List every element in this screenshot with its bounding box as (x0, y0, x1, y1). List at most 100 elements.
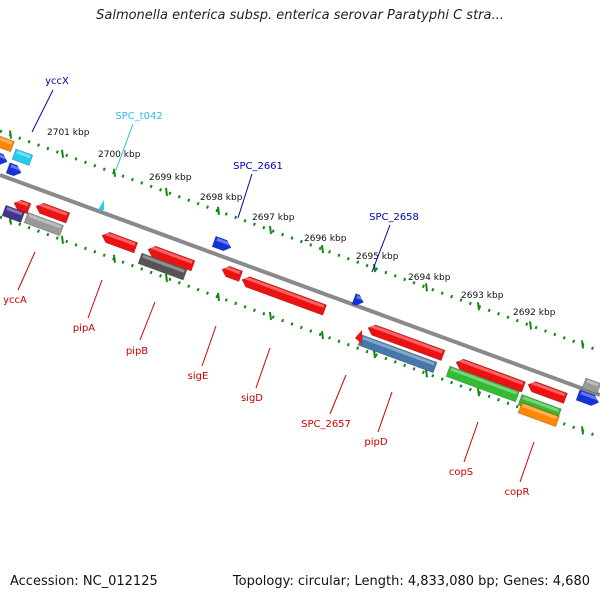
gene-feature[interactable] (445, 365, 520, 403)
kbp-tick-label: 2697 kbp (252, 213, 295, 223)
gene-label-leader (237, 173, 253, 219)
gene-feature[interactable] (146, 244, 196, 272)
gene-feature-body (517, 401, 560, 428)
gene-label[interactable]: yccX (45, 76, 69, 87)
accession-text: Accession: NC_012125 (10, 574, 158, 589)
gene-label-leader (87, 279, 103, 319)
gene-feature-body (147, 245, 196, 272)
gene-feature-highlight (0, 153, 7, 160)
gene-feature-highlight (6, 206, 23, 216)
gene-feature[interactable] (454, 357, 527, 393)
scale-dotted-line (0, 129, 600, 353)
gene-feature-highlight (16, 150, 31, 159)
gene-feature[interactable] (34, 201, 71, 224)
scale-major-tick (425, 283, 428, 292)
gene-feature-body (575, 389, 600, 407)
kbp-tick-label: 2699 kbp (149, 173, 192, 183)
gene-feature[interactable] (0, 151, 9, 167)
gene-feature-highlight (458, 358, 524, 385)
trna-marker[interactable] (98, 200, 104, 210)
gene-label[interactable]: SPC_2661 (233, 161, 283, 172)
gene-label[interactable]: sigD (241, 393, 263, 404)
gene-feature[interactable] (220, 264, 244, 282)
gene-label-leader (201, 325, 217, 367)
gene-feature[interactable] (351, 293, 365, 308)
gene-features (0, 132, 600, 428)
scale-major-tick (529, 321, 532, 330)
backbone-stroke (0, 173, 600, 397)
gene-feature[interactable] (5, 162, 23, 178)
gene-label[interactable]: pipD (364, 437, 387, 448)
gene-feature-highlight (10, 164, 21, 171)
scale-major-tick (373, 350, 376, 359)
gene-label-leader (371, 224, 391, 273)
gene-feature[interactable] (100, 230, 139, 254)
gene-label-leader (17, 251, 36, 291)
gene-label[interactable]: copR (505, 487, 530, 498)
gene-feature[interactable] (137, 252, 188, 281)
backbone-line (0, 173, 600, 397)
kbp-tick-label: 2701 kbp (47, 128, 90, 138)
gene-feature-highlight (216, 237, 231, 246)
gene-feature-highlight (104, 231, 136, 246)
gene-feature-body (211, 235, 232, 252)
gene-feature[interactable] (11, 148, 34, 167)
gene-feature-highlight (522, 404, 558, 420)
gene-feature-highlight (28, 213, 62, 229)
gene-feature[interactable] (0, 132, 15, 153)
scale-major-tick (321, 330, 324, 340)
gene-feature-body (455, 358, 527, 393)
gene-feature-highlight (16, 199, 29, 207)
kbp-tick-labels: 2701 kbp 2700 kbp 2699 kbp 2698 kbp 2697 kbp… (47, 128, 556, 318)
gene-feature-highlight (142, 254, 185, 273)
gene-label[interactable]: SPC_2658 (369, 212, 419, 223)
gene-feature-highlight (356, 295, 364, 301)
scale-major-tick (217, 206, 220, 216)
gene-feature-body (445, 365, 520, 403)
gene-label[interactable]: SPC_t042 (115, 111, 162, 122)
gene-feature[interactable] (240, 275, 328, 316)
gene-feature-body (11, 148, 34, 167)
scale-major-tick (269, 311, 272, 321)
gene-feature[interactable] (211, 235, 233, 253)
gene-feature[interactable] (517, 401, 560, 428)
gene-feature-body (0, 151, 8, 166)
gene-feature[interactable] (526, 379, 568, 405)
genome-stats-text: Topology: circular; Length: 4,833,080 bp… (232, 574, 590, 589)
gene-feature-highlight (362, 336, 435, 366)
gene-feature-body (5, 162, 22, 177)
gene-label[interactable]: copS (449, 467, 473, 478)
gene-label-leader (519, 441, 535, 483)
kbp-tick-label: 2700 kbp (98, 150, 141, 160)
gene-feature-body (351, 293, 364, 306)
gene-feature[interactable] (366, 323, 446, 362)
gene-feature-body (1, 204, 26, 224)
gene-label[interactable]: yccA (3, 295, 27, 306)
gene-label-leader (139, 301, 156, 341)
gene-feature-body (581, 377, 600, 395)
gene-label-leader (255, 347, 271, 389)
gene-label[interactable]: SPC_2657 (301, 419, 351, 430)
kbp-tick-label: 2698 kbp (200, 193, 243, 203)
gene-feature-body (367, 324, 446, 362)
gene-feature-body (23, 211, 65, 237)
kbp-tick-label: 2692 kbp (513, 308, 556, 318)
cds-marker[interactable] (355, 330, 362, 344)
gene-feature-highlight (0, 134, 13, 145)
gene-feature[interactable] (581, 377, 600, 395)
gene-label[interactable]: sigE (188, 371, 209, 382)
gene-feature[interactable] (23, 211, 65, 237)
gene-feature[interactable] (1, 204, 26, 224)
gene-label-leader (115, 123, 134, 171)
scale-major-tick (321, 244, 324, 254)
gene-label[interactable]: pipB (126, 346, 148, 357)
gene-feature-body (0, 132, 15, 153)
gene-feature-highlight (224, 265, 241, 275)
scale-major-tick (61, 235, 64, 244)
scale-major-tick (61, 149, 64, 158)
gene-feature[interactable] (575, 389, 600, 408)
gene-feature-highlight (450, 367, 518, 395)
gene-label[interactable]: pipA (73, 323, 95, 334)
